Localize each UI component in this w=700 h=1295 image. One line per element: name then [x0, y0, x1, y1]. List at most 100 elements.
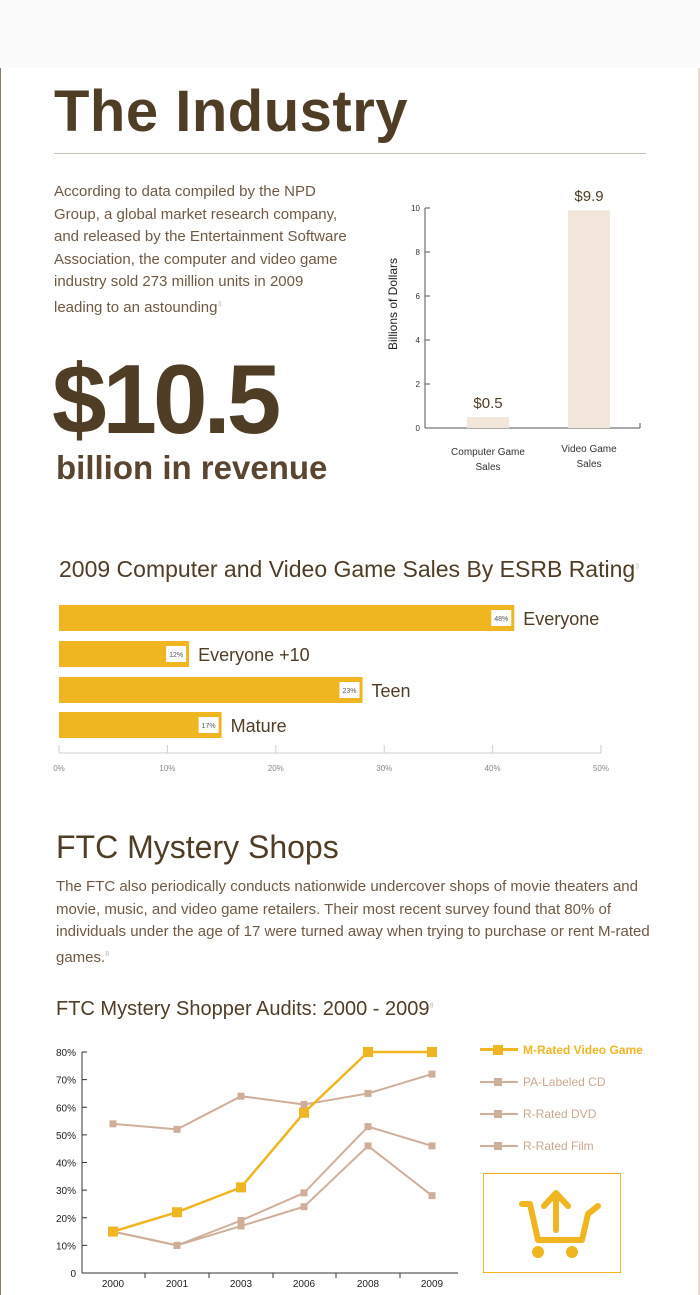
legend-marker: [493, 1045, 503, 1055]
legend-item: PA-Labeled CD: [478, 1072, 658, 1104]
y-tick-label: 10%: [56, 1241, 76, 1252]
right-border: [698, 68, 700, 1295]
y-tick-label: 30%: [56, 1186, 76, 1197]
legend-label: PA-Labeled CD: [523, 1075, 606, 1089]
x-tick-label: 2001: [166, 1279, 189, 1290]
bar-3: [59, 712, 222, 738]
series-marker: [364, 1142, 372, 1150]
legend-label: R-Rated Film: [523, 1139, 594, 1153]
y-tick-label: 10: [411, 204, 420, 213]
x-tick-label: 50%: [593, 764, 609, 773]
series-marker: [173, 1241, 181, 1249]
series-marker: [236, 1182, 246, 1193]
series-marker: [364, 1123, 372, 1131]
series-marker: [172, 1207, 182, 1218]
ftc-section-title: FTC Mystery Shops: [56, 829, 339, 865]
category-label: Everyone +10: [198, 645, 310, 665]
series-marker: [237, 1222, 245, 1230]
bar-1: [568, 210, 610, 428]
series-marker: [237, 1217, 245, 1225]
x-tick-label: 2000: [102, 1279, 125, 1290]
x-tick-label: 30%: [376, 764, 392, 773]
legend-label: R-Rated DVD: [523, 1107, 597, 1121]
y-tick-label: 70%: [56, 1076, 76, 1087]
series-line-1: [112, 1073, 433, 1131]
y-tick-label: 20%: [56, 1214, 76, 1225]
y-tick-label: 4: [416, 336, 421, 345]
x-tick-label: 2006: [293, 1279, 316, 1290]
x-tick-label: 10%: [159, 764, 175, 773]
series-marker: [364, 1089, 372, 1097]
bar-0: [59, 605, 515, 631]
legend-label: M-Rated Video Game: [523, 1043, 643, 1057]
value-label-box: [339, 682, 360, 698]
category-label-line: Sales: [576, 459, 601, 470]
category-label: Everyone: [523, 609, 599, 629]
sales-bar-chart: 0 2 4 6 8 10 Billions of Dollars $0.5 Computer G…: [386, 188, 641, 473]
esrb-chart-title: 2009 Computer and Video Game Sales By ES…: [59, 556, 639, 583]
y-tick-label: 8: [416, 248, 421, 257]
y-tick-label: 0: [416, 424, 421, 433]
data-label: $9.9: [574, 188, 603, 205]
category-label-line: Sales: [475, 462, 500, 473]
y-tick-label: 60%: [56, 1103, 76, 1114]
audit-chart-title: FTC Mystery Shopper Audits: 2000 - 20098: [56, 998, 433, 1021]
bar-2: [59, 677, 363, 703]
series-marker: [300, 1189, 308, 1197]
intro-footnote: 3: [217, 300, 222, 308]
series-marker: [428, 1192, 436, 1200]
legend-marker: [494, 1110, 502, 1118]
legend-item: R-Rated Film: [478, 1136, 658, 1168]
y-tick-label: 0: [70, 1269, 76, 1280]
esrb-bar-chart: 0% 10% 20% 30% 40% 50% 48% Everyone 12% Everyone …: [53, 605, 609, 773]
data-label: $0.5: [473, 395, 502, 412]
value-label: 17%: [202, 723, 216, 730]
top-band: [0, 0, 700, 68]
audit-title-text: FTC Mystery Shopper Audits: 2000 - 2009: [56, 998, 430, 1020]
series-line-0: [112, 1050, 432, 1233]
y-tick-label: 2: [416, 380, 421, 389]
series-marker: [428, 1070, 436, 1078]
revenue-figure: $10.5: [52, 344, 281, 454]
category-label: Teen: [372, 681, 411, 701]
x-tick-label: 2003: [230, 1279, 253, 1290]
esrb-title-text: 2009 Computer and Video Game Sales By ES…: [59, 556, 636, 582]
series-marker: [299, 1107, 309, 1118]
x-tick-label: 0%: [53, 764, 65, 773]
series-marker: [109, 1120, 117, 1128]
series-marker: [300, 1100, 308, 1108]
intro-text: According to data compiled by the NPD Gr…: [54, 183, 347, 316]
title-divider: [54, 153, 646, 154]
value-label-box: [166, 646, 187, 662]
series-marker: [427, 1047, 437, 1057]
esrb-footnote: 3: [635, 563, 640, 571]
legend-marker: [494, 1142, 502, 1150]
x-tick-label: 20%: [268, 764, 284, 773]
value-label: 23%: [343, 688, 357, 695]
shopping-cart-upload-icon: [519, 1190, 601, 1258]
audit-line-chart: 0 10% 20% 30% 40% 50% 60% 70% 80% 2000 2001 2003 200…: [56, 1047, 458, 1290]
y-axis-label: Billions of Dollars: [386, 258, 400, 350]
cart-box: [483, 1173, 621, 1273]
revenue-caption: billion in revenue: [56, 449, 328, 486]
legend-item: M-Rated Video Game: [478, 1040, 658, 1072]
value-label-box: [198, 717, 219, 733]
category-label-line: Computer Game: [451, 447, 525, 458]
series-marker: [300, 1203, 308, 1211]
value-label-box: [491, 610, 512, 626]
bar-0: [467, 417, 509, 428]
page-title: The Industry: [54, 79, 409, 144]
series-marker: [108, 1226, 118, 1237]
audit-legend: M-Rated Video Game PA-Labeled CD R-Rated D…: [478, 1040, 658, 1168]
left-border: [0, 68, 1, 1295]
legend-item: R-Rated DVD: [478, 1104, 658, 1136]
category-label-line: Video Game: [561, 444, 617, 455]
series-marker: [428, 1142, 436, 1150]
category-label: Video Game Sales: [561, 444, 617, 470]
ftc-footnote: 8: [105, 950, 110, 958]
series-marker: [363, 1047, 373, 1057]
series-marker: [173, 1125, 181, 1133]
x-tick-label: 40%: [485, 764, 501, 773]
category-label: Mature: [231, 716, 287, 736]
x-tick-label: 2009: [421, 1279, 444, 1290]
